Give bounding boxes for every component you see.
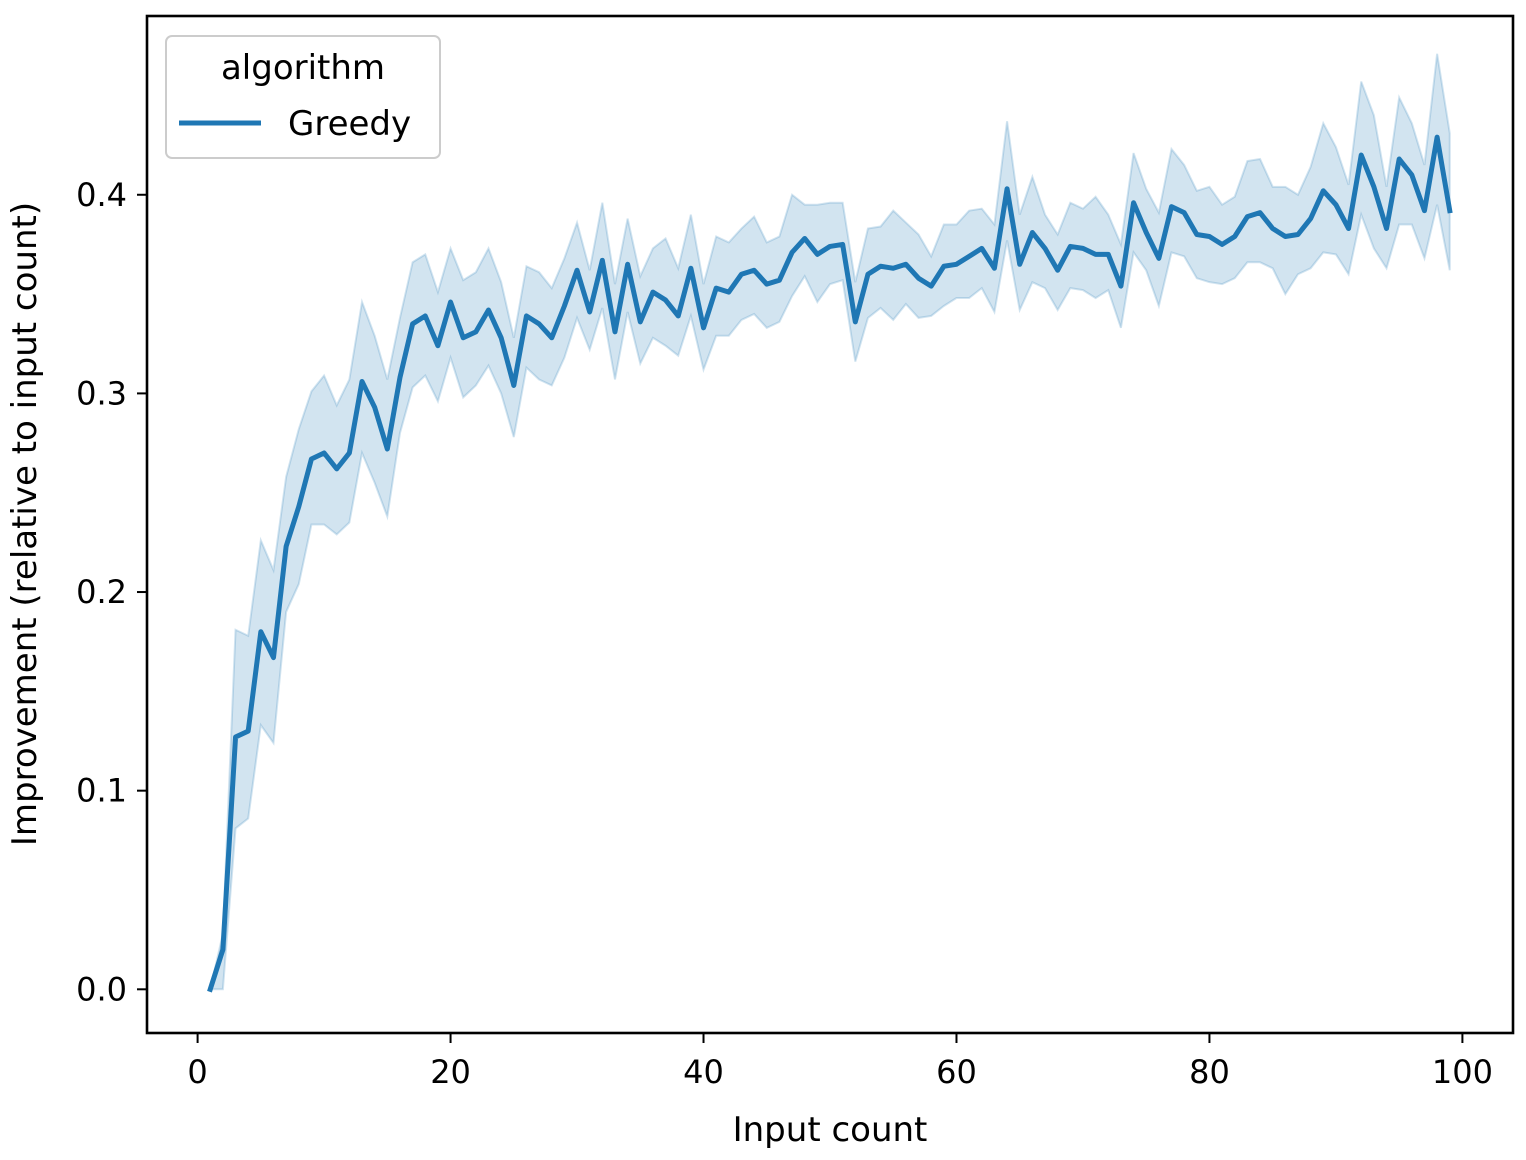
x-tick-label: 100 — [1432, 1053, 1493, 1091]
y-tick-label: 0.3 — [76, 374, 127, 412]
x-axis-label: Input count — [733, 1110, 928, 1150]
y-tick-label: 0.0 — [76, 970, 127, 1008]
x-tick-label: 60 — [936, 1053, 977, 1091]
y-axis-label: Improvement (relative to input count) — [5, 202, 45, 846]
y-axis: 0.0 0.1 0.2 0.3 0.4 — [76, 176, 147, 1008]
y-tick-label: 0.2 — [76, 573, 127, 611]
series-line-0 — [207, 134, 1453, 993]
x-axis: 0 20 40 60 80 100 — [187, 1033, 1493, 1091]
legend: algorithm Greedy — [165, 35, 441, 159]
legend-title: algorithm — [221, 48, 385, 88]
x-tick-label: 80 — [1189, 1053, 1230, 1091]
y-tick-label: 0.1 — [76, 772, 127, 810]
x-tick-label: 20 — [430, 1053, 471, 1091]
y-tick-label: 0.4 — [76, 176, 127, 214]
x-tick-label: 0 — [187, 1053, 207, 1091]
legend-entry-greedy: Greedy — [288, 104, 411, 144]
legend-box — [165, 35, 441, 159]
plot-frame — [145, 14, 1515, 1035]
x-tick-label: 40 — [683, 1053, 724, 1091]
series-line-layer — [207, 134, 1453, 993]
